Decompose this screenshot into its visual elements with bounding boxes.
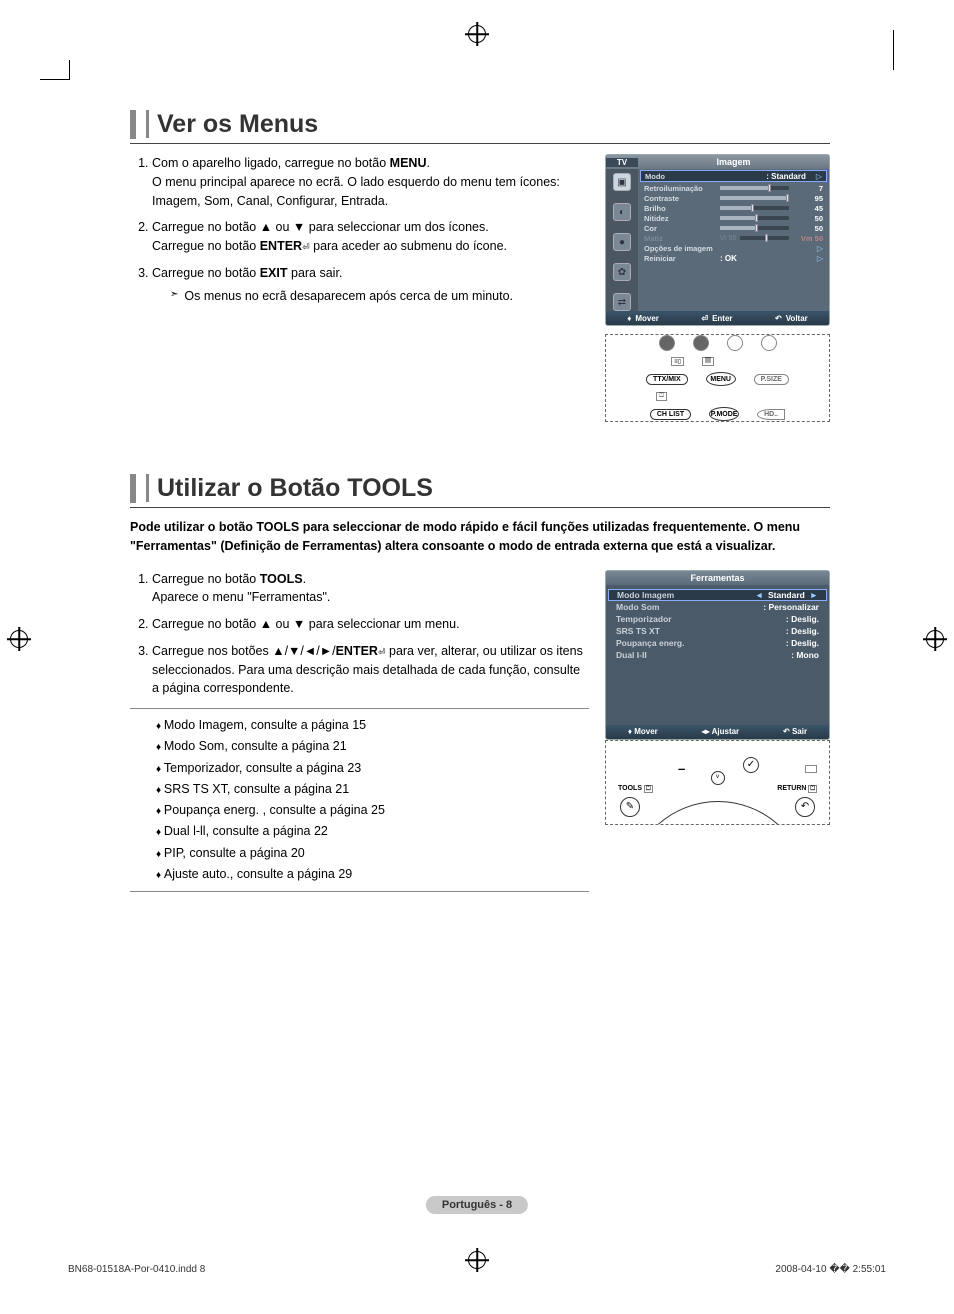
- section2-title: Utilizar o Botão TOOLS: [130, 474, 830, 503]
- remote-btn-hdmi: HD..: [757, 409, 785, 420]
- osd-title: Imagem: [638, 157, 829, 167]
- step-2: Carregue no botão ▲ ou ▼ para selecciona…: [152, 218, 589, 256]
- osd2-row-dual: Dual I-IIMono: [616, 649, 819, 661]
- crop-mark-tr: [893, 30, 894, 70]
- osd-footer: ♦Mover ⏎Enter ↶Voltar: [606, 311, 829, 325]
- ref-modo-som: Modo Som, consulte a página 21: [156, 736, 589, 757]
- osd-icon-entrada: ⇄: [613, 293, 631, 311]
- icon-small: ⫿⫿⫿: [702, 357, 714, 366]
- osd-row-cor: Cor50: [644, 223, 823, 233]
- remote-dot: [693, 335, 709, 351]
- section2-steps: Carregue no botão TOOLS. Aparece o menu …: [130, 570, 589, 699]
- remote-btn-chlist: CH LIST: [650, 409, 691, 420]
- registration-left: [10, 630, 28, 653]
- step-1: Com o aparelho ligado, carregue no botão…: [152, 154, 589, 210]
- osd-row-retro: Retroiluminação7: [644, 183, 823, 193]
- section2-rule: [130, 507, 830, 508]
- ref-srs: SRS TS XT, consulte a página 21: [156, 779, 589, 800]
- osd-icon-som: ◐: [613, 203, 631, 221]
- registration-bottom: [468, 1251, 486, 1274]
- icon-small: ≡▯: [671, 357, 684, 366]
- osd-row-modo: Modo : Standard ▷: [640, 170, 827, 182]
- up-button-icon: ˅: [711, 771, 725, 785]
- ref-temporizador: Temporizador, consulte a página 23: [156, 758, 589, 779]
- osd2-row-poupanca: Poupança energ.Deslig.: [616, 637, 819, 649]
- page-ref-list: Modo Imagem, consulte a página 15 Modo S…: [130, 708, 589, 892]
- icon-small: ⏍: [656, 392, 667, 401]
- tools-label: TOOLS ⏍: [618, 785, 653, 793]
- osd-row-brilho: Brilho45: [644, 203, 823, 213]
- osd-ferramentas-menu: Ferramentas Modo Imagem◄ Standard ► Modo…: [605, 570, 830, 740]
- s2-step-1: Carregue no botão TOOLS. Aparece o menu …: [152, 570, 589, 608]
- osd-icon-canal: ●: [613, 233, 631, 251]
- osd-icon-imagem: ▣: [613, 173, 631, 191]
- osd-row-contraste: Contraste95: [644, 193, 823, 203]
- remote-btn-menu: MENU: [706, 372, 736, 386]
- ref-dual: Dual l-ll, consulte a página 22: [156, 821, 589, 842]
- ref-pip: PIP, consulte a página 20: [156, 843, 589, 864]
- remote-btn-psize: P.SIZE: [754, 374, 789, 385]
- note-icon: ➣: [170, 287, 178, 306]
- registration-right: [926, 630, 944, 653]
- return-label: RETURN ⏍: [777, 785, 817, 793]
- osd-row-reiniciar: Reiniciar: OK▷: [644, 253, 823, 263]
- page-number-badge: Português - 8: [426, 1196, 528, 1214]
- osd-tab-tv: TV: [606, 158, 638, 167]
- dpad-arc: [628, 801, 808, 825]
- footer-filename: BN68-01518A-Por-0410.indd 8: [68, 1264, 205, 1275]
- footer-timestamp: 2008-04-10 �� 2:55:01: [775, 1264, 886, 1275]
- section1-title: Ver os Menus: [130, 110, 830, 139]
- remote-diagram-1: ≡▯ ⫿⫿⫿ TTX/MIX MENU P.SIZE ⏍ CH LIST P.M…: [605, 334, 830, 422]
- osd-row-matiz: MatizVr 50Vm 50: [644, 233, 823, 243]
- remote-diagram-2: – ✓ ˅ TOOLS ⏍ RETURN ⏍ ✎ ↶: [605, 740, 830, 825]
- return-button-icon: ↶: [795, 797, 815, 817]
- osd-imagem-menu: TV Imagem ▣ ◐ ● ✿ ⇄ Modo: [605, 154, 830, 326]
- remote-dot: [727, 335, 743, 351]
- small-box-icon: [805, 765, 817, 773]
- registration-top: [468, 25, 486, 48]
- osd-icon-config: ✿: [613, 263, 631, 281]
- ref-ajuste: Ajuste auto., consulte a página 29: [156, 864, 589, 885]
- check-icon: ✓: [743, 757, 759, 773]
- section1-rule: [130, 143, 830, 144]
- remote-dot: [659, 335, 675, 351]
- crop-mark-tl: [40, 60, 70, 80]
- section2-intro: Pode utilizar o botão TOOLS para selecci…: [130, 518, 830, 556]
- osd2-row-modo-imagem: Modo Imagem◄ Standard ►: [608, 589, 827, 601]
- osd2-row-srs: SRS TS XTDeslig.: [616, 625, 819, 637]
- ref-modo-imagem: Modo Imagem, consulte a página 15: [156, 715, 589, 736]
- remote-btn-pmode: P.MODE: [709, 407, 739, 421]
- s2-step-3: Carregue nos botões ▲/▼/◄/►/ENTER⏎ para …: [152, 642, 589, 698]
- osd2-footer: ♦ Mover ◂▸ Ajustar ↶ Sair: [606, 725, 829, 739]
- osd-icon-column: ▣ ◐ ● ✿ ⇄: [606, 169, 638, 311]
- minus-icon: –: [678, 761, 685, 776]
- osd2-title: Ferramentas: [606, 571, 829, 585]
- step-3: Carregue no botão EXIT para sair. ➣Os me…: [152, 264, 589, 306]
- section1-steps: Com o aparelho ligado, carregue no botão…: [130, 154, 589, 305]
- remote-dot: [761, 335, 777, 351]
- osd2-row-modo-som: Modo SomPersonalizar: [616, 601, 819, 613]
- tools-button-icon: ✎: [620, 797, 640, 817]
- osd-row-nitidez: Nitidez50: [644, 213, 823, 223]
- osd2-row-temporizador: TemporizadorDeslig.: [616, 613, 819, 625]
- osd-row-opcoes: Opções de imagem▷: [644, 243, 823, 253]
- s2-step-2: Carregue no botão ▲ ou ▼ para selecciona…: [152, 615, 589, 634]
- ref-poupanca: Poupança energ. , consulte a página 25: [156, 800, 589, 821]
- remote-btn-ttx: TTX/MIX: [646, 374, 688, 385]
